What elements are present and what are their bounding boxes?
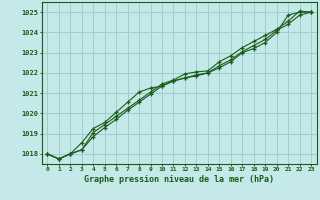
X-axis label: Graphe pression niveau de la mer (hPa): Graphe pression niveau de la mer (hPa) <box>84 175 274 184</box>
